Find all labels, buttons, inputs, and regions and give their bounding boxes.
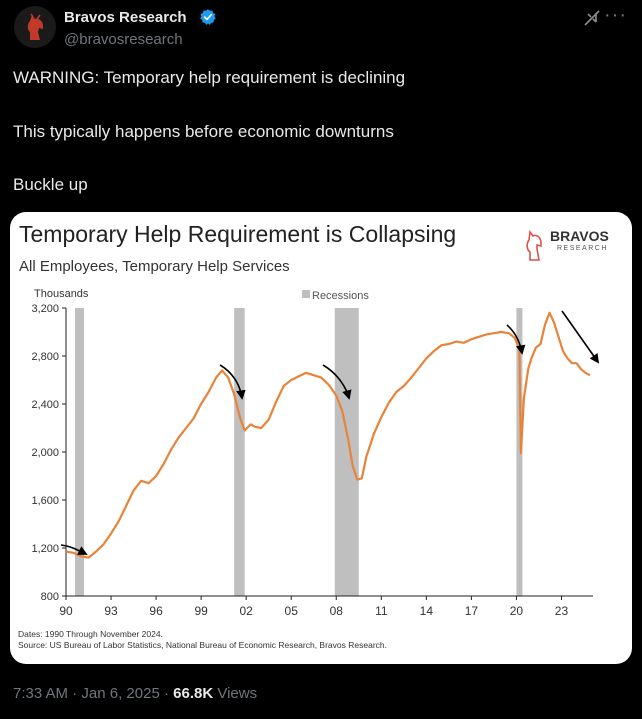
brand-name: BRAVOS xyxy=(550,228,609,244)
x-tick-label: 02 xyxy=(239,604,253,618)
avatar[interactable] xyxy=(14,6,56,48)
y-tick-label: 800 xyxy=(41,591,59,603)
footnote-dates: Dates: 1990 Through November 2024. xyxy=(18,629,163,639)
grok-icon[interactable] xyxy=(582,8,602,28)
series-line-temporary-help xyxy=(65,311,591,559)
y-tick-label: 2,000 xyxy=(31,447,59,459)
y-tick-label: 2,400 xyxy=(31,399,59,411)
bravos-knight-logo-icon xyxy=(27,13,43,40)
tweet-date[interactable]: Jan 6, 2025 xyxy=(81,685,160,702)
recession-band xyxy=(234,308,245,596)
y-tick-label: 2,800 xyxy=(31,351,59,363)
annotation-arrows xyxy=(60,310,600,555)
tweet-text-line-1: WARNING: Temporary help requirement is d… xyxy=(13,68,406,87)
x-tick-label: 14 xyxy=(420,604,434,618)
meta-separator: · xyxy=(159,685,174,702)
x-tick-label: 93 xyxy=(104,604,118,618)
x-tick-label: 08 xyxy=(330,604,344,618)
y-tick-label: 1,600 xyxy=(31,495,59,507)
tweet-header: Bravos Research @bravosresearch ··· xyxy=(0,0,642,60)
recession-band xyxy=(516,308,523,596)
more-icon[interactable]: ··· xyxy=(604,4,627,26)
legend-swatch xyxy=(302,290,310,298)
x-tick-label: 99 xyxy=(194,604,208,618)
x-tick-label: 23 xyxy=(555,604,569,618)
y-axis-ticks: 800 1,200 1,600 2,000 2,400 2,800 3,200 xyxy=(31,303,66,603)
recession-band xyxy=(75,308,85,596)
legend-label: Recessions xyxy=(312,290,369,302)
x-tick-label: 17 xyxy=(465,604,479,618)
footnote-source: Source: US Bureau of Labor Statistics, N… xyxy=(18,640,387,650)
meta-separator: · xyxy=(68,685,82,702)
x-axis-ticks: 90 93 96 99 02 05 08 11 14 17 20 23 xyxy=(59,596,568,618)
brand-knight-icon xyxy=(526,229,542,261)
verified-badge-icon xyxy=(200,9,216,25)
chart-svg: Temporary Help Requirement is Collapsing… xyxy=(18,221,609,650)
chart-title: Temporary Help Requirement is Collapsing xyxy=(19,221,456,247)
brand-logo: BRAVOS RESEARCH xyxy=(526,228,609,261)
arrow-icon xyxy=(60,544,88,555)
recession-bands xyxy=(75,308,523,596)
views-label: Views xyxy=(213,685,258,702)
x-tick-label: 05 xyxy=(285,604,299,618)
tweet-text-line-3: Buckle up xyxy=(13,175,88,194)
tweet-meta: 7:33 AM · Jan 6, 2025 · 66.8K Views xyxy=(13,685,257,702)
tweet-text-line-2: This typically happens before economic d… xyxy=(13,122,394,141)
arrow-icon xyxy=(322,364,352,400)
chart-image-card[interactable]: Temporary Help Requirement is Collapsing… xyxy=(10,212,632,664)
arrow-icon xyxy=(561,310,600,364)
recession-band xyxy=(334,308,359,596)
arrow-icon xyxy=(219,364,246,400)
y-tick-label: 1,200 xyxy=(31,543,59,555)
views-count: 66.8K xyxy=(173,685,214,702)
chart-subtitle: All Employees, Temporary Help Services xyxy=(19,258,290,275)
arrow-icon xyxy=(506,324,526,355)
author-handle[interactable]: @bravosresearch xyxy=(64,31,183,48)
author-name[interactable]: Bravos Research xyxy=(64,9,187,26)
tweet-time[interactable]: 7:33 AM xyxy=(13,685,69,702)
x-tick-label: 96 xyxy=(149,604,163,618)
x-tick-label: 20 xyxy=(510,604,524,618)
x-tick-label: 90 xyxy=(59,604,73,618)
x-tick-label: 11 xyxy=(375,604,388,618)
y-axis-label: Thousands xyxy=(34,288,89,300)
brand-tagline: RESEARCH xyxy=(557,245,608,252)
y-tick-label: 3,200 xyxy=(31,303,59,315)
